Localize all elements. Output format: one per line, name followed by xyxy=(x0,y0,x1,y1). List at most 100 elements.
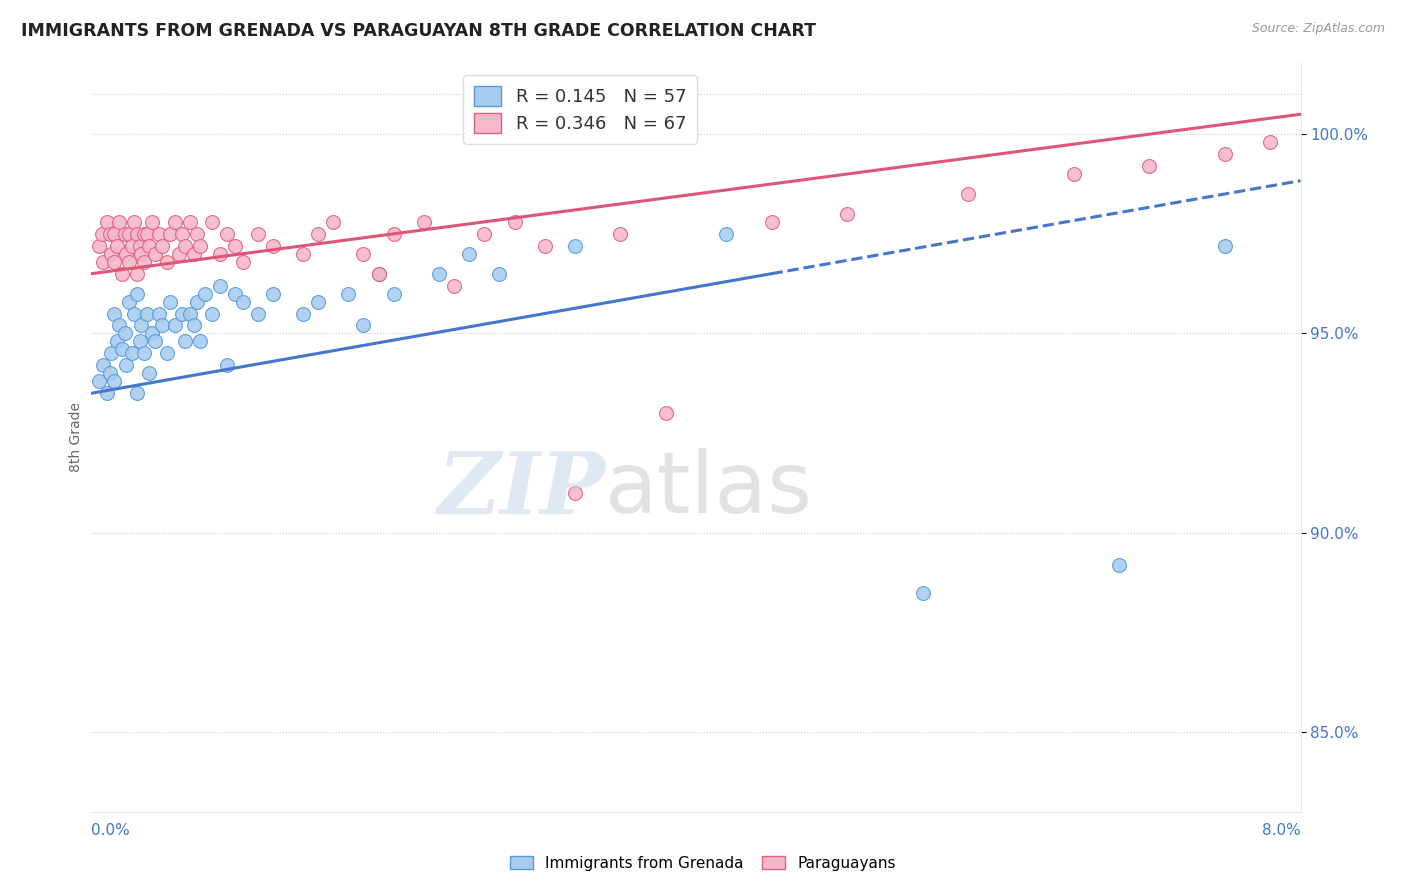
Point xyxy=(503,215,526,229)
Point xyxy=(609,227,631,241)
Point xyxy=(93,359,115,373)
Point xyxy=(911,585,934,599)
Point xyxy=(443,278,465,293)
Point xyxy=(129,318,152,333)
Point xyxy=(564,239,586,253)
Point xyxy=(1213,239,1236,253)
Point xyxy=(188,239,211,253)
Point xyxy=(174,239,197,253)
Point xyxy=(136,227,159,241)
Point xyxy=(125,267,148,281)
Point xyxy=(107,318,129,333)
Point xyxy=(118,294,141,309)
Point xyxy=(136,306,159,320)
Text: 0.0%: 0.0% xyxy=(91,822,131,838)
Text: Source: ZipAtlas.com: Source: ZipAtlas.com xyxy=(1251,22,1385,36)
Point xyxy=(134,254,156,268)
Point xyxy=(307,294,329,309)
Point xyxy=(159,294,181,309)
Point xyxy=(91,227,114,241)
Point xyxy=(103,254,125,268)
Point xyxy=(128,334,150,349)
Point xyxy=(103,227,125,241)
Point xyxy=(138,239,160,253)
Point xyxy=(194,286,217,301)
Legend: R = 0.145   N = 57, R = 0.346   N = 67: R = 0.145 N = 57, R = 0.346 N = 67 xyxy=(463,75,697,144)
Point xyxy=(1063,167,1085,181)
Point xyxy=(115,359,138,373)
Point xyxy=(100,246,122,260)
Point xyxy=(125,286,148,301)
Point xyxy=(1260,135,1282,149)
Point xyxy=(125,386,148,401)
Point xyxy=(262,239,284,253)
Point xyxy=(413,215,436,229)
Point xyxy=(107,215,129,229)
Point xyxy=(152,239,174,253)
Point xyxy=(472,227,495,241)
Y-axis label: 8th Grade: 8th Grade xyxy=(69,402,83,472)
Point xyxy=(427,267,450,281)
Point xyxy=(322,215,344,229)
Point xyxy=(174,334,197,349)
Point xyxy=(1213,147,1236,161)
Point xyxy=(186,227,208,241)
Text: 8.0%: 8.0% xyxy=(1261,822,1301,838)
Point xyxy=(367,267,389,281)
Point xyxy=(152,318,174,333)
Point xyxy=(125,227,148,241)
Point xyxy=(167,246,190,260)
Point xyxy=(208,278,231,293)
Point xyxy=(231,254,253,268)
Point xyxy=(134,346,156,360)
Point xyxy=(337,286,360,301)
Point xyxy=(98,367,121,381)
Text: ZIP: ZIP xyxy=(437,448,605,532)
Legend: Immigrants from Grenada, Paraguayans: Immigrants from Grenada, Paraguayans xyxy=(505,850,901,877)
Point xyxy=(148,227,170,241)
Point xyxy=(654,406,676,420)
Point xyxy=(96,215,118,229)
Point xyxy=(122,215,145,229)
Point xyxy=(172,227,194,241)
Point xyxy=(122,306,145,320)
Point xyxy=(141,326,163,341)
Point xyxy=(179,306,201,320)
Point xyxy=(114,227,136,241)
Point xyxy=(148,306,170,320)
Point xyxy=(100,346,122,360)
Point xyxy=(96,386,118,401)
Point xyxy=(163,215,186,229)
Point xyxy=(352,246,374,260)
Point xyxy=(367,267,389,281)
Point xyxy=(121,346,143,360)
Point xyxy=(129,246,152,260)
Point xyxy=(179,215,201,229)
Point xyxy=(956,186,979,201)
Point xyxy=(111,267,132,281)
Point xyxy=(118,227,141,241)
Point xyxy=(246,227,269,241)
Point xyxy=(138,367,160,381)
Point xyxy=(141,215,163,229)
Point xyxy=(201,215,224,229)
Point xyxy=(224,286,246,301)
Point xyxy=(307,227,329,241)
Point xyxy=(1108,558,1130,572)
Point xyxy=(121,239,143,253)
Point xyxy=(111,343,132,357)
Point xyxy=(115,246,138,260)
Point xyxy=(103,306,125,320)
Point xyxy=(105,239,128,253)
Point xyxy=(291,246,314,260)
Text: atlas: atlas xyxy=(605,448,813,531)
Point xyxy=(105,334,128,349)
Point xyxy=(128,239,150,253)
Point xyxy=(114,326,136,341)
Point xyxy=(156,254,179,268)
Point xyxy=(224,239,246,253)
Point xyxy=(761,215,783,229)
Point xyxy=(352,318,374,333)
Point xyxy=(188,334,211,349)
Point xyxy=(488,267,510,281)
